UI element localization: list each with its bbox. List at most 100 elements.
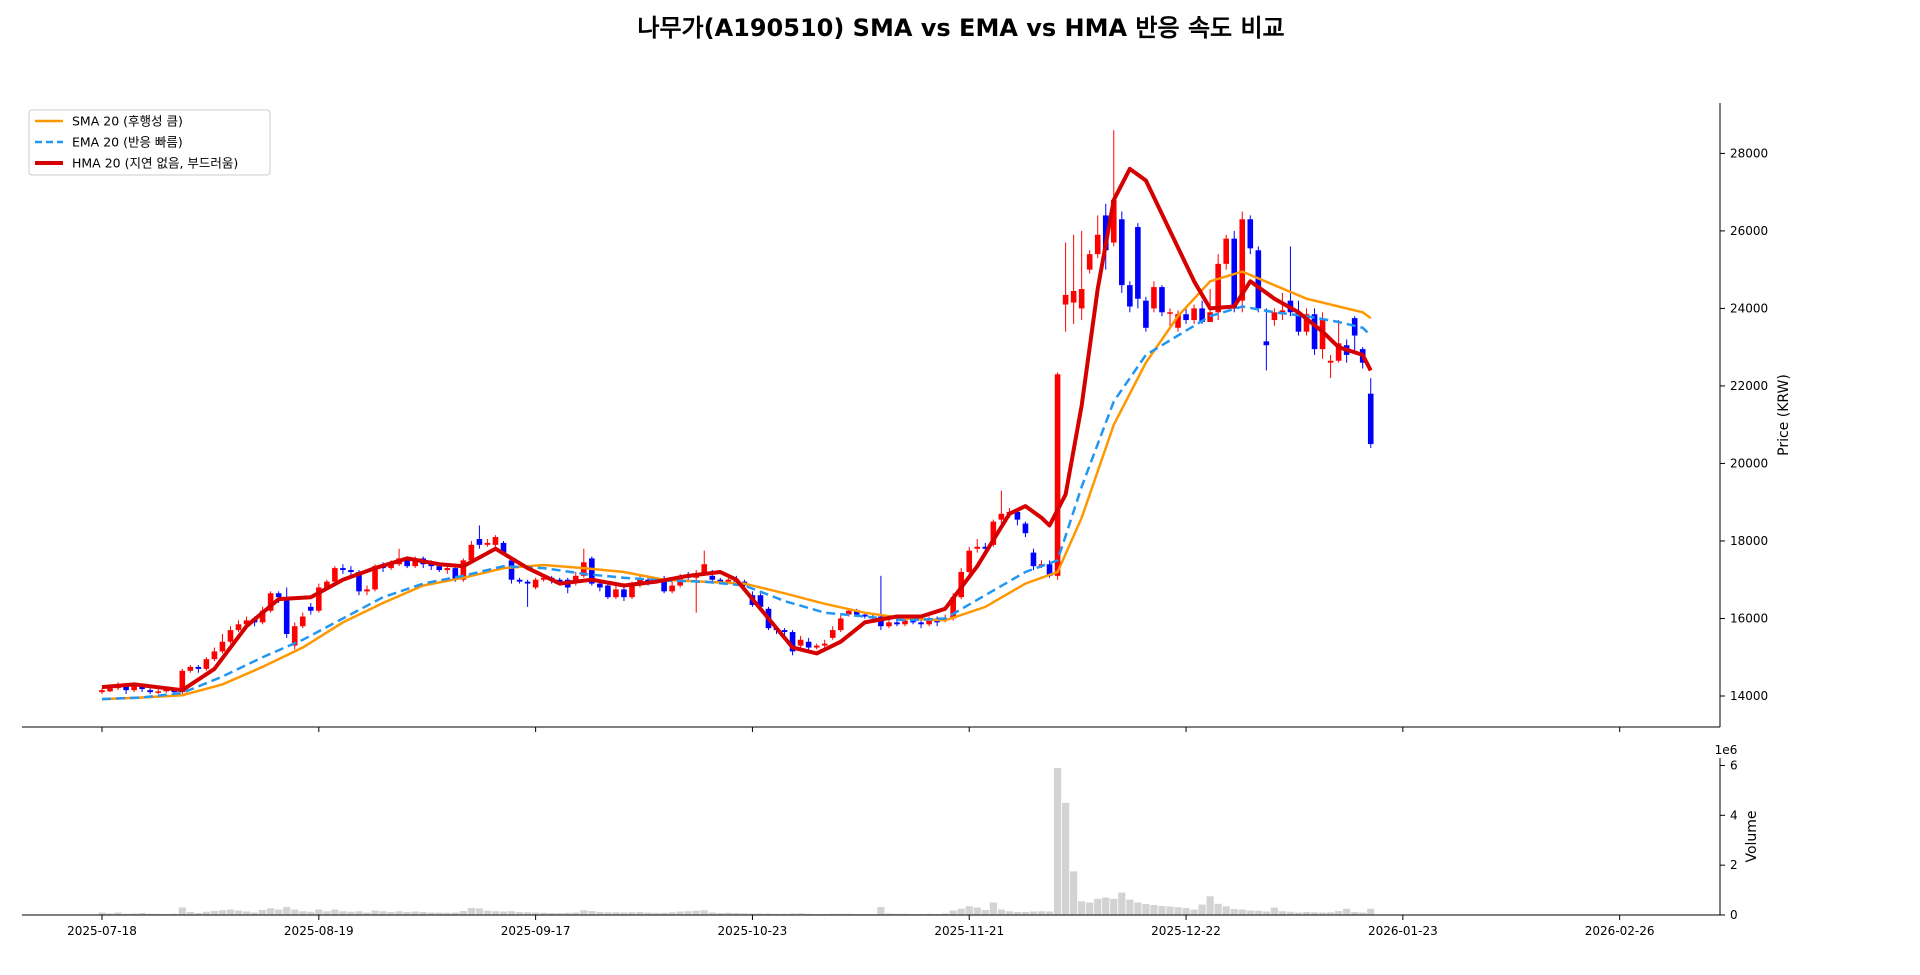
candle-body: [235, 624, 242, 631]
candle-body: [1303, 314, 1310, 332]
volume-bar: [1326, 912, 1335, 915]
volume-bar: [612, 912, 620, 915]
candle-body: [211, 651, 218, 660]
volume-bar: [218, 910, 227, 915]
candle-body: [364, 589, 370, 592]
volume-bar: [797, 913, 805, 915]
hma-20-line: [101, 166, 1373, 693]
volume-bar: [1086, 902, 1094, 915]
volume-bar: [684, 911, 692, 915]
candle-body: [966, 550, 973, 572]
price-y-axis-label: Price (KRW): [1776, 374, 1792, 456]
candle-body: [348, 570, 354, 572]
volume-bar: [1286, 911, 1295, 915]
volume-bar: [459, 911, 467, 915]
x-tick-label: 2025-12-22: [1151, 924, 1221, 938]
volume-bar: [186, 912, 194, 915]
volume-bar: [1102, 897, 1110, 915]
volume-bar: [805, 913, 813, 915]
volume-bar: [732, 913, 740, 915]
price-y-tick-label: 20000: [1730, 456, 1768, 470]
candle-body: [524, 581, 531, 584]
volume-bar: [1238, 909, 1246, 915]
candle-body: [324, 581, 330, 588]
candle-body: [1062, 294, 1069, 305]
candle-body: [621, 589, 627, 598]
candle-body: [540, 577, 547, 580]
candle-body: [894, 622, 900, 625]
x-tick-label: 2025-07-18: [67, 924, 137, 938]
candle-body: [1175, 314, 1181, 328]
candle-body: [974, 546, 981, 549]
candle-body: [508, 560, 515, 580]
volume-bar: [1262, 911, 1270, 915]
volume-bar: [564, 912, 572, 915]
volume-bar: [1359, 912, 1367, 915]
legend-label: EMA 20 (반응 빠름): [72, 135, 183, 150]
candle-body: [412, 558, 418, 567]
volume-bar: [692, 910, 700, 915]
price-y-tick-label: 18000: [1730, 534, 1768, 548]
volume-bar: [507, 911, 516, 915]
volume-bar: [965, 906, 973, 915]
price-y-tick-label: 22000: [1730, 379, 1768, 393]
volume-bar: [989, 902, 997, 915]
candle-body: [781, 630, 788, 633]
volume-bar: [106, 913, 114, 915]
candle-body: [1054, 374, 1061, 576]
volume-bar: [395, 911, 403, 915]
candle-body: [476, 539, 483, 545]
candle-body: [356, 571, 362, 592]
volume-bar: [829, 913, 837, 915]
volume-bar: [764, 913, 773, 915]
volume-bar: [1134, 902, 1142, 915]
volume-bar: [572, 912, 580, 915]
candle-body: [532, 579, 539, 588]
volume-bar: [925, 913, 933, 915]
candle-body: [1078, 289, 1085, 309]
volume-bar: [548, 913, 556, 915]
volume-bar: [1335, 911, 1343, 915]
price-candles: [99, 130, 1374, 695]
volume-bar: [941, 913, 949, 915]
candle-body: [500, 542, 507, 553]
volume-bar: [1070, 871, 1078, 915]
volume-y-tick-label: 0: [1730, 908, 1738, 922]
sma-20-line: [101, 270, 1372, 701]
volume-bar: [315, 909, 323, 915]
volume-bar: [1021, 912, 1030, 915]
candle-body: [227, 630, 234, 642]
volume-bar: [716, 913, 724, 915]
volume-bar: [138, 913, 146, 915]
candle-body: [661, 579, 667, 592]
candle-body: [1319, 320, 1326, 350]
volume-bar: [291, 909, 299, 915]
candle-body: [332, 568, 338, 582]
candle-body: [460, 560, 467, 580]
volume-bar: [708, 912, 716, 915]
volume-bar: [644, 912, 652, 915]
volume-bar: [1214, 903, 1222, 915]
volume-bar: [1174, 907, 1182, 915]
volume-bar: [178, 907, 186, 915]
candle-body: [452, 568, 459, 580]
x-tick-label: 2025-08-19: [284, 924, 354, 938]
candle-body: [372, 566, 378, 590]
price-y-tick-label: 14000: [1730, 689, 1768, 703]
volume-bar: [845, 913, 853, 915]
candle-body: [1279, 310, 1286, 313]
volume-bar: [973, 907, 981, 915]
volume-bar: [788, 913, 797, 915]
candle-body: [805, 641, 812, 648]
volume-bar: [1118, 892, 1126, 915]
candle-body: [1070, 290, 1077, 303]
volume-bar: [1222, 906, 1230, 915]
candle-body: [998, 513, 1005, 520]
volume-bar: [877, 907, 885, 915]
volume-bar: [419, 912, 427, 915]
volume-bar: [756, 913, 765, 915]
candle-body: [1271, 312, 1278, 321]
candle-body: [597, 583, 603, 588]
volume-bar: [202, 911, 210, 915]
volume-bar: [636, 912, 644, 915]
